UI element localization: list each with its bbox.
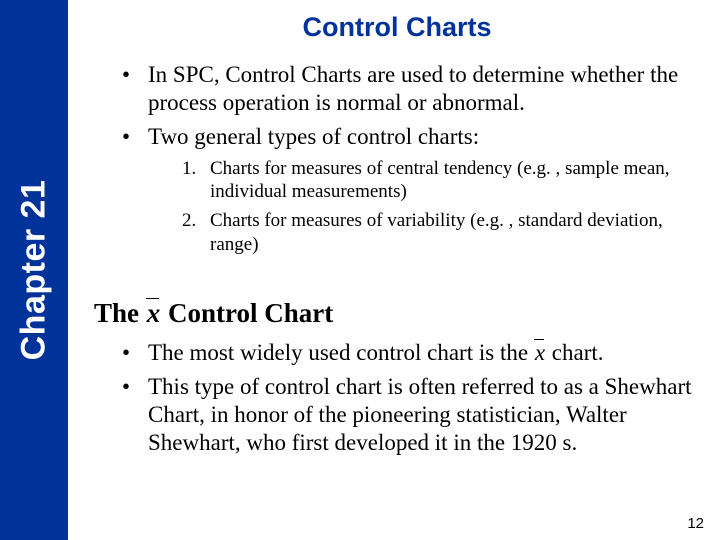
list-item: 2. Charts for measures of variability (e… [182,209,700,255]
list-item: Two general types of control charts: [122,123,700,151]
list-text-pre: The most widely used control chart is th… [148,340,534,365]
chapter-sidebar: Chapter 21 [0,0,68,540]
chapter-label: Chapter 21 [15,180,54,361]
list-text: Charts for measures of variability (e.g.… [210,210,663,254]
page-title: Control Charts [94,12,700,43]
lower-bullet-list: The most widely used control chart is th… [122,339,700,457]
section-prefix: The [94,298,146,328]
slide: Chapter 21 Control Charts In SPC, Contro… [0,0,720,540]
list-number: 2. [182,209,196,232]
list-text-post: chart. [546,340,603,365]
list-text-pre: This type of control chart is often refe… [148,374,692,455]
slide-content: Control Charts In SPC, Control Charts ar… [68,0,720,540]
list-item: This type of control chart is often refe… [122,373,700,457]
top-bullet-list: In SPC, Control Charts are used to deter… [122,61,700,151]
page-number: 12 [687,515,704,532]
list-item: 1. Charts for measures of central tenden… [182,157,700,203]
xbar-symbol: x [146,298,162,329]
list-item: In SPC, Control Charts are used to deter… [122,61,700,117]
xbar-symbol: x [534,339,546,367]
numbered-list: 1. Charts for measures of central tenden… [182,157,700,256]
section-suffix: Control Chart [161,298,333,328]
list-number: 1. [182,157,196,180]
list-text: Charts for measures of central tendency … [210,158,670,202]
list-item: The most widely used control chart is th… [122,339,700,367]
section-heading: The x Control Chart [94,298,700,329]
